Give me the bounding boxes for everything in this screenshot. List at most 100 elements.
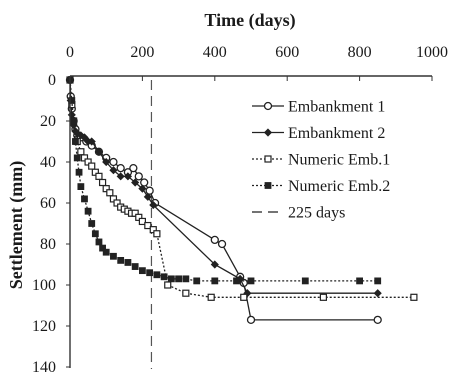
- series-4: [66, 76, 382, 285]
- data-point: [88, 220, 96, 227]
- data-point: [116, 172, 125, 181]
- data-point: [193, 277, 201, 285]
- data-point: [138, 184, 147, 193]
- data-point: [210, 235, 219, 245]
- data-point: [123, 172, 132, 181]
- y-tick-label: 60: [40, 195, 56, 212]
- data-point: [247, 277, 255, 285]
- data-point: [160, 273, 168, 281]
- data-point: [182, 275, 190, 283]
- x-axis-title: Time (days): [204, 10, 295, 31]
- x-tick-label: 400: [203, 44, 227, 61]
- legend: Embankment 1 Embankment 2 Numeric Emb.1 Num…: [252, 99, 390, 222]
- y-axis-title: Settlement (mm): [6, 161, 27, 289]
- data-point: [134, 172, 143, 181]
- data-point: [167, 275, 175, 283]
- data-point: [110, 252, 117, 260]
- data-point: [131, 209, 139, 217]
- data-point: [102, 248, 110, 256]
- legend-marker: [264, 182, 272, 189]
- data-point: [91, 168, 99, 176]
- data-point: [240, 293, 248, 301]
- data-point: [319, 293, 327, 301]
- legend-label: Numeric Emb.2: [288, 178, 390, 195]
- x-tick-label: 1000: [416, 44, 448, 61]
- data-point: [95, 172, 103, 180]
- data-point: [70, 117, 78, 125]
- y-tick-label: 40: [40, 154, 56, 171]
- data-point: [106, 189, 114, 197]
- data-point: [153, 230, 161, 238]
- data-point: [373, 289, 382, 298]
- data-point: [84, 207, 92, 215]
- series-layer: [65, 75, 418, 369]
- data-point: [75, 168, 83, 176]
- y-tick-label: 120: [32, 318, 56, 335]
- data-point: [80, 133, 89, 142]
- data-point: [175, 275, 183, 283]
- data-point: [374, 277, 382, 285]
- data-point: [246, 315, 256, 325]
- data-point: [116, 163, 125, 173]
- data-point: [131, 263, 139, 270]
- legend-marker: [263, 128, 273, 137]
- legend-label: Numeric Emb.1: [288, 152, 390, 169]
- data-point: [233, 277, 240, 285]
- legend-marker: [264, 155, 272, 163]
- x-tick-label: 600: [275, 44, 299, 61]
- data-point: [131, 178, 140, 187]
- data-point: [109, 166, 118, 175]
- data-point: [373, 315, 382, 325]
- data-point: [102, 157, 111, 167]
- y-tick-label: 20: [40, 113, 56, 130]
- data-point: [143, 192, 152, 201]
- data-point: [144, 221, 152, 230]
- data-point: [149, 226, 157, 234]
- data-point: [72, 138, 79, 145]
- data-point: [138, 267, 146, 275]
- data-point: [109, 195, 118, 203]
- data-point: [87, 137, 96, 146]
- x-tick-label: 200: [130, 44, 154, 61]
- data-point: [94, 147, 104, 156]
- data-point: [182, 289, 190, 297]
- x-tick-label: 800: [348, 44, 372, 61]
- data-point: [73, 154, 81, 162]
- data-point: [95, 238, 103, 246]
- y-tick-label: 100: [32, 277, 56, 294]
- legend-label: Embankment 2: [288, 125, 385, 142]
- data-point: [207, 293, 215, 301]
- y-tick-label: 140: [32, 359, 56, 376]
- data-point: [149, 200, 158, 210]
- data-point: [102, 185, 110, 193]
- data-point: [129, 163, 138, 173]
- y-tick-label: 80: [40, 236, 56, 253]
- tick-layer: 0 200 400 600 800 1000 0 20 40 60 80 100 120 140: [32, 44, 448, 376]
- data-point: [410, 293, 418, 301]
- data-point: [99, 244, 106, 252]
- data-point: [68, 97, 76, 104]
- data-point: [210, 260, 219, 269]
- data-point: [77, 183, 85, 191]
- data-point: [164, 281, 172, 289]
- data-point: [145, 186, 154, 195]
- data-point: [113, 199, 121, 207]
- data-point: [77, 148, 85, 156]
- data-point: [88, 162, 96, 170]
- data-point: [80, 154, 89, 162]
- data-point: [124, 259, 132, 266]
- data-point: [109, 157, 118, 167]
- data-point: [98, 178, 107, 187]
- y-tick-label: 0: [48, 72, 56, 89]
- data-point: [211, 277, 219, 285]
- data-point: [117, 256, 125, 264]
- x-tick-label: 0: [66, 44, 74, 61]
- data-point: [84, 158, 92, 166]
- data-point: [153, 271, 161, 279]
- data-point: [301, 277, 309, 285]
- data-point: [81, 195, 88, 203]
- data-point: [91, 230, 99, 238]
- data-point: [217, 239, 227, 249]
- data-point: [356, 277, 364, 285]
